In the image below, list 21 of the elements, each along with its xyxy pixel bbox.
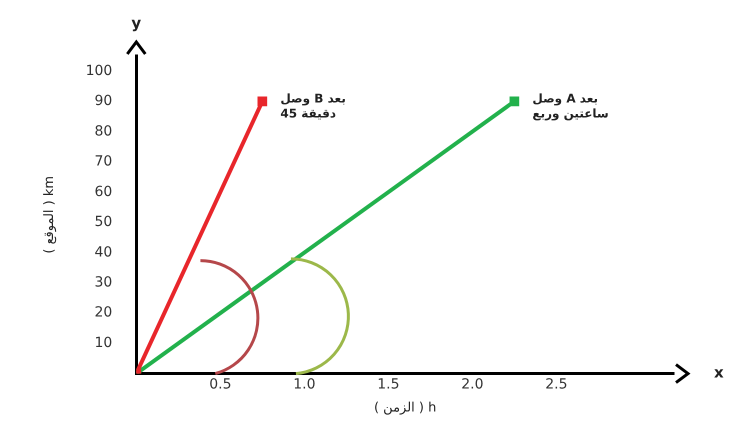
- y-tick-label: 100: [86, 62, 112, 79]
- annotation: وصل A بعد ساعتين وربع: [532, 91, 609, 120]
- x-tick-label: 1.5: [377, 376, 400, 393]
- text: x: [714, 363, 724, 382]
- x-tick-label: 0.5: [209, 376, 232, 393]
- y-tick-label: 60: [94, 184, 112, 200]
- y-tick-label: 10: [94, 334, 112, 351]
- x-tick-label: 1.0: [293, 376, 316, 393]
- y-tick-label: 30: [94, 274, 112, 290]
- y-tick-label: 90: [94, 93, 112, 110]
- y-tick-label: 50: [94, 214, 112, 230]
- x-tick-label: 2.5: [545, 376, 568, 393]
- y-tick-label: 40: [94, 244, 112, 260]
- y-axis-title: ( الموقع ) km: [42, 176, 58, 254]
- text: y: [131, 14, 142, 32]
- y-tick-label: 70: [94, 154, 112, 170]
- y-tick-label: 80: [94, 123, 112, 140]
- y-tick-label: 20: [94, 304, 112, 321]
- annotation: وصل B بعد 45 دقيقة: [280, 91, 346, 120]
- x-tick-label: 2.0: [461, 376, 484, 393]
- x-axis-title: ( الزمن ) h: [374, 400, 436, 416]
